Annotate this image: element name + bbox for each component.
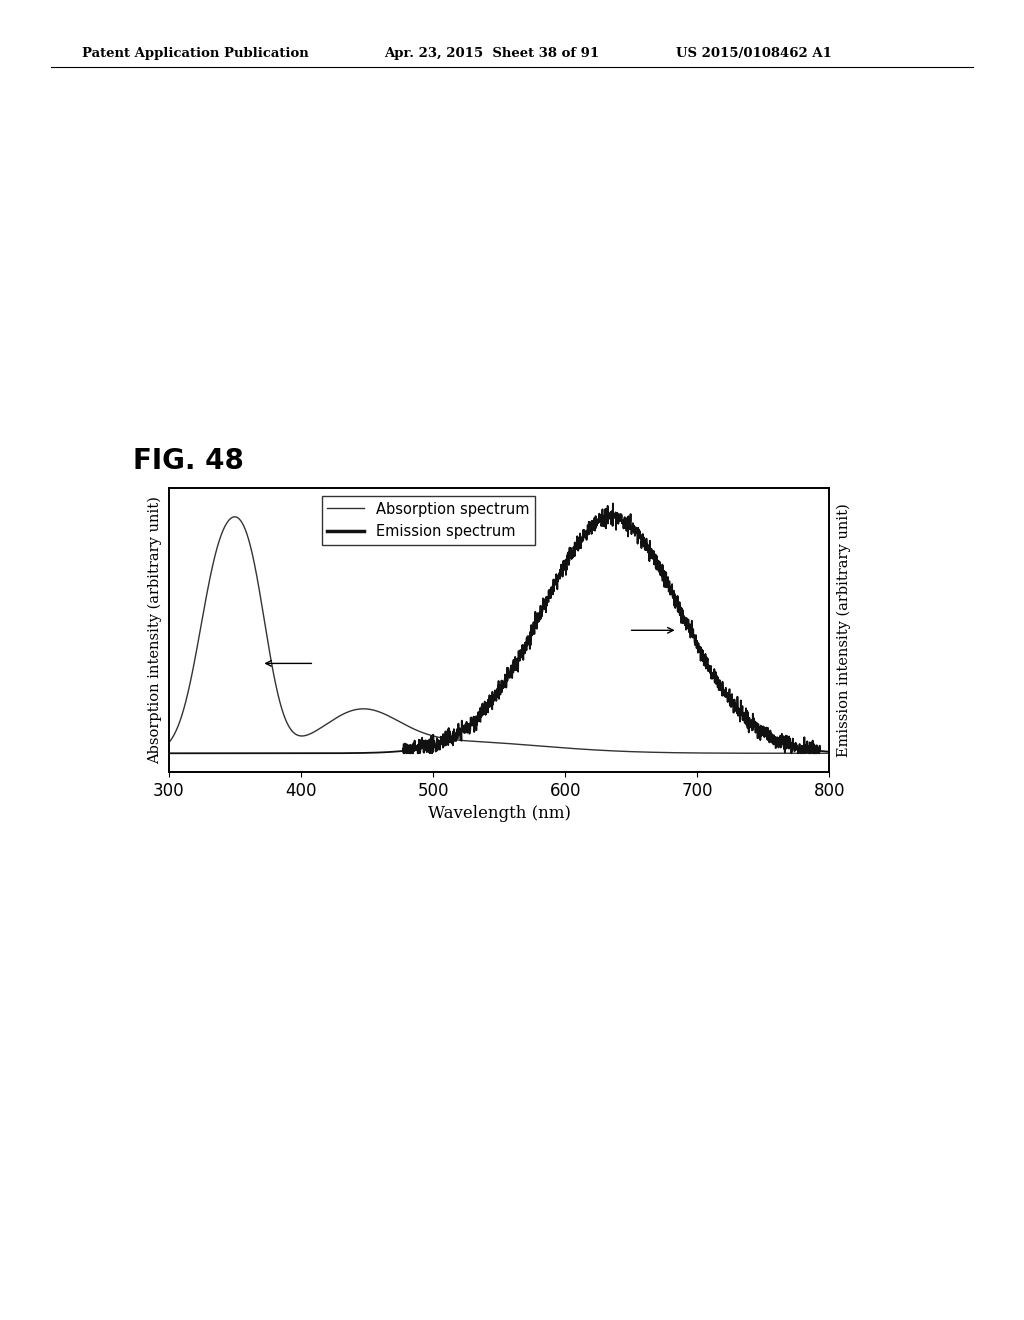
Text: US 2015/0108462 A1: US 2015/0108462 A1 bbox=[676, 46, 831, 59]
Y-axis label: Emission intensity (arbitrary unit): Emission intensity (arbitrary unit) bbox=[837, 503, 851, 758]
Legend: Absorption spectrum, Emission spectrum: Absorption spectrum, Emission spectrum bbox=[322, 496, 535, 545]
Text: FIG. 48: FIG. 48 bbox=[133, 446, 244, 475]
Text: Patent Application Publication: Patent Application Publication bbox=[82, 46, 308, 59]
Text: Apr. 23, 2015  Sheet 38 of 91: Apr. 23, 2015 Sheet 38 of 91 bbox=[384, 46, 599, 59]
X-axis label: Wavelength (nm): Wavelength (nm) bbox=[428, 805, 570, 822]
Y-axis label: Absorption intensity (arbitrary unit): Absorption intensity (arbitrary unit) bbox=[147, 496, 162, 764]
